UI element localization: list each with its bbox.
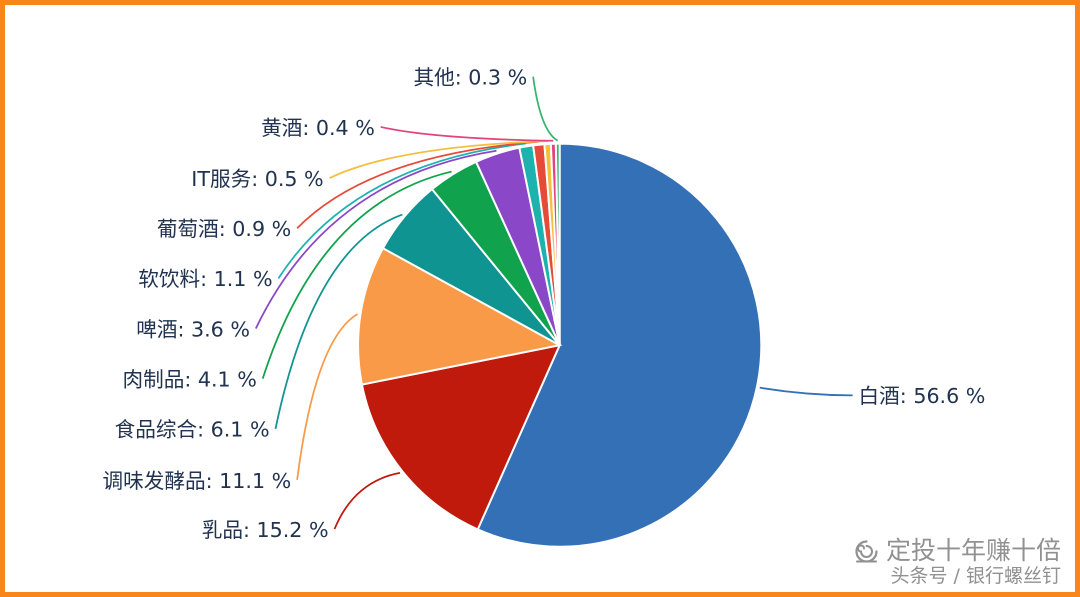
snail-logo-icon xyxy=(853,538,880,565)
leader-line-6 xyxy=(255,149,497,329)
leader-line-7 xyxy=(277,142,526,279)
leader-line-1 xyxy=(759,386,853,397)
leader-line-2 xyxy=(333,472,401,530)
slice-label-8: 葡萄酒: 0.9 % xyxy=(157,217,291,241)
leader-line-10 xyxy=(380,126,554,142)
leader-line-5 xyxy=(261,170,452,379)
slice-label-11: 其他: 0.3 % xyxy=(413,66,527,90)
slice-label-4: 食品综合: 6.1 % xyxy=(115,418,270,442)
leader-line-9 xyxy=(329,140,548,179)
watermark-title: 定投十年赚十倍 xyxy=(885,536,1061,566)
pie-slice-11 xyxy=(554,142,561,346)
pie-chart: 白酒: 56.6 % 乳品: 15.2 % 调味发酵品: 11.1 % 食品综合: 6… xyxy=(103,66,986,548)
leader-line-3 xyxy=(296,313,358,481)
slice-label-1: 白酒: 56.6 % xyxy=(859,384,986,408)
leader-line-8 xyxy=(296,140,539,229)
watermark-title-row: 定投十年赚十倍 xyxy=(853,537,1061,566)
watermark: 定投十年赚十倍 头条号 / 银行螺丝钉 xyxy=(853,537,1061,588)
slice-label-5: 肉制品: 4.1 % xyxy=(122,368,256,392)
leader-line-4 xyxy=(274,213,403,429)
slice-label-7: 软饮料: 1.1 % xyxy=(138,267,272,291)
pie-slice-2 xyxy=(360,343,562,531)
leader-line-11 xyxy=(532,76,559,142)
pie-slice-1 xyxy=(476,142,763,548)
slice-label-9: IT服务: 0.5 % xyxy=(191,167,323,191)
slice-label-6: 啤酒: 3.6 % xyxy=(136,317,250,341)
slice-label-10: 黄酒: 0.4 % xyxy=(261,116,375,140)
slice-label-2: 乳品: 15.2 % xyxy=(202,518,329,542)
pie-slice-3 xyxy=(357,246,563,386)
slice-label-3: 调味发酵品: 11.1 % xyxy=(103,469,292,493)
watermark-subtitle: 头条号 / 银行螺丝钉 xyxy=(890,565,1061,588)
